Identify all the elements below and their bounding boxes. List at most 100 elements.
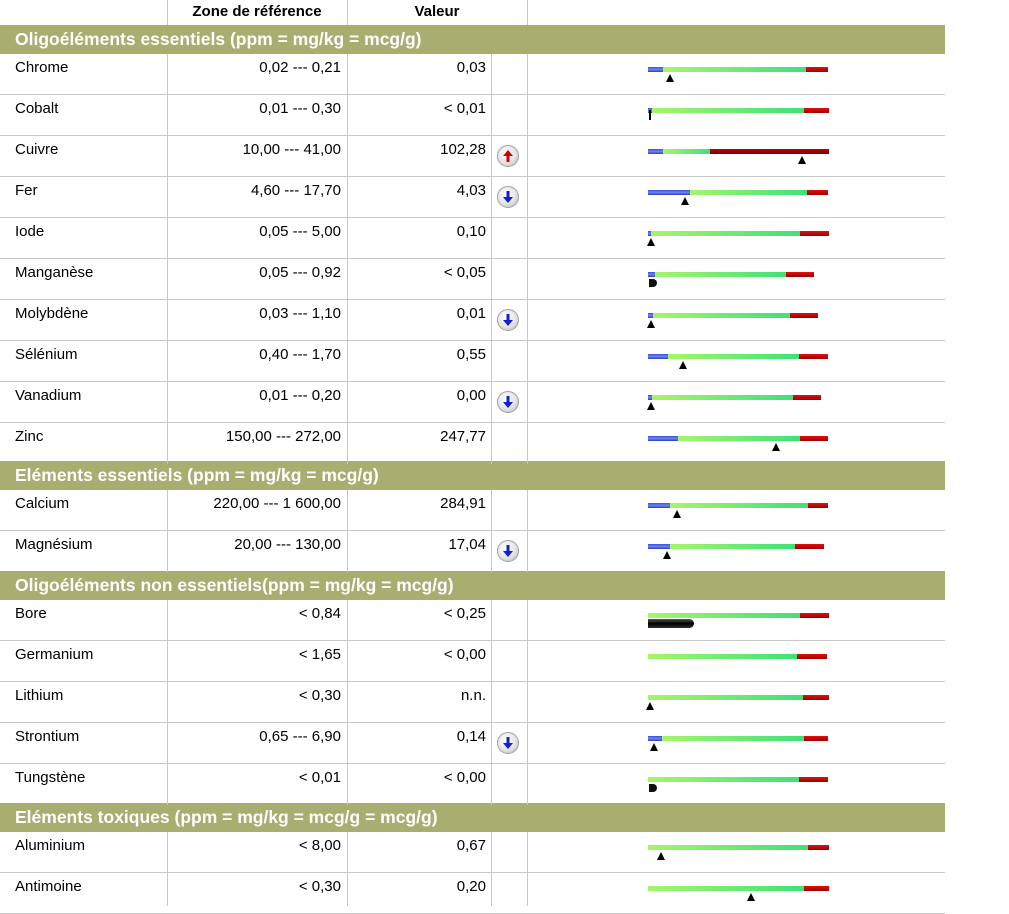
element-name: Calcium [15, 495, 70, 512]
normal-zone [648, 695, 803, 700]
high-zone [793, 395, 821, 400]
measured-value: 0,03 [456, 59, 486, 76]
element-name: Fer [15, 182, 38, 199]
measured-value: 0,14 [456, 728, 486, 745]
reference-range: < 0,01 [298, 769, 341, 786]
column-divider [527, 832, 528, 906]
high-zone [807, 190, 828, 195]
normal-zone [662, 736, 804, 741]
high-zone [804, 108, 829, 113]
column-divider [491, 54, 492, 464]
arrow-down-icon [497, 540, 519, 562]
measured-value: < 0,05 [443, 264, 486, 281]
column-divider [347, 832, 348, 906]
range-bar [648, 272, 814, 287]
high-zone [803, 695, 829, 700]
range-bar [648, 436, 828, 451]
table-row: Antimoine < 0,30 0,20 [0, 873, 945, 914]
reference-range: 0,05 --- 0,92 [259, 264, 341, 281]
arrow-down-icon [497, 186, 519, 208]
measured-value: 0,55 [456, 346, 486, 363]
reference-range: < 0,84 [298, 605, 341, 622]
high-zone [804, 886, 829, 891]
value-marker [747, 893, 755, 901]
measured-value: < 0,00 [443, 646, 486, 663]
value-marker [648, 619, 694, 628]
normal-zone [655, 272, 786, 277]
value-marker [647, 320, 655, 328]
range-bar [647, 395, 821, 410]
low-zone [648, 231, 651, 236]
column-divider [527, 54, 528, 464]
measured-value: < 0,01 [443, 100, 486, 117]
element-name: Iode [15, 223, 45, 240]
measured-value: n.n. [460, 687, 486, 704]
element-name: Chrome [15, 59, 69, 76]
reference-range: 0,40 --- 1,70 [259, 346, 341, 363]
low-zone [648, 544, 670, 549]
section-title: Oligoéléments non essentiels(ppm = mg/kg… [15, 575, 454, 595]
normal-zone [648, 845, 808, 850]
high-zone [806, 67, 828, 72]
reference-range: 10,00 --- 41,00 [242, 141, 341, 158]
section-header: Eléments toxiques (ppm = mg/kg = mcg/g =… [0, 803, 945, 832]
high-zone [799, 777, 828, 782]
column-divider [491, 490, 492, 572]
low-zone [648, 354, 668, 359]
reference-range: 0,01 --- 0,30 [259, 100, 341, 117]
column-header-value: Valeur [414, 3, 460, 20]
reference-range: 0,03 --- 1,10 [259, 305, 341, 322]
range-bar [648, 67, 828, 82]
normal-zone [653, 313, 790, 318]
low-zone [648, 149, 663, 154]
table-row: Fer 4,60 --- 17,70 4,03 [0, 177, 945, 218]
table-row: Cobalt 0,01 --- 0,30 < 0,01 [0, 95, 945, 136]
column-divider [347, 54, 348, 464]
value-marker [646, 702, 654, 710]
section-title: Eléments essentiels (ppm = mg/kg = mcg/g… [15, 465, 379, 485]
column-header-reference: Zone de référence [192, 3, 322, 20]
table-row: Cuivre 10,00 --- 41,00 102,28 [0, 136, 945, 177]
normal-zone [648, 777, 799, 782]
measured-value: 0,00 [456, 387, 486, 404]
range-bar [648, 503, 828, 518]
table-row: Bore < 0,84 < 0,25 [0, 600, 945, 641]
value-marker [647, 402, 655, 410]
column-divider [167, 0, 168, 25]
high-zone [795, 544, 824, 549]
measured-value: 284,91 [440, 495, 486, 512]
reference-range: 150,00 --- 272,00 [225, 428, 341, 445]
table-row: Tungstène < 0,01 < 0,00 [0, 764, 945, 805]
section-title: Eléments toxiques (ppm = mg/kg = mcg/g =… [15, 807, 438, 827]
high-zone [710, 149, 829, 154]
reference-range: 4,60 --- 17,70 [250, 182, 341, 199]
column-divider [527, 490, 528, 572]
measured-value: 0,10 [456, 223, 486, 240]
element-name: Strontium [15, 728, 80, 745]
table-row: Molybdène 0,03 --- 1,10 0,01 [0, 300, 945, 341]
reference-range: < 0,30 [298, 878, 341, 895]
value-marker [798, 156, 806, 164]
normal-zone [648, 654, 797, 659]
column-divider [491, 832, 492, 906]
reference-range: 0,05 --- 5,00 [259, 223, 341, 240]
normal-zone [678, 436, 800, 441]
column-divider [167, 54, 168, 464]
normal-zone [652, 108, 804, 113]
element-name: Lithium [15, 687, 64, 704]
range-bar [648, 886, 829, 901]
element-name: Antimoine [15, 878, 82, 895]
column-divider [167, 832, 168, 906]
normal-zone [690, 190, 807, 195]
table-row: Magnésium 20,00 --- 130,00 17,04 [0, 531, 945, 572]
section-header: Eléments essentiels (ppm = mg/kg = mcg/g… [0, 461, 945, 490]
table-row: Germanium < 1,65 < 0,00 [0, 641, 945, 682]
high-zone [808, 503, 828, 508]
value-marker [649, 279, 657, 287]
element-name: Aluminium [15, 837, 86, 854]
element-name: Manganèse [15, 264, 94, 281]
measured-value: 0,67 [456, 837, 486, 854]
table-row: Strontium 0,65 --- 6,90 0,14 [0, 723, 945, 764]
range-bar [647, 231, 829, 246]
